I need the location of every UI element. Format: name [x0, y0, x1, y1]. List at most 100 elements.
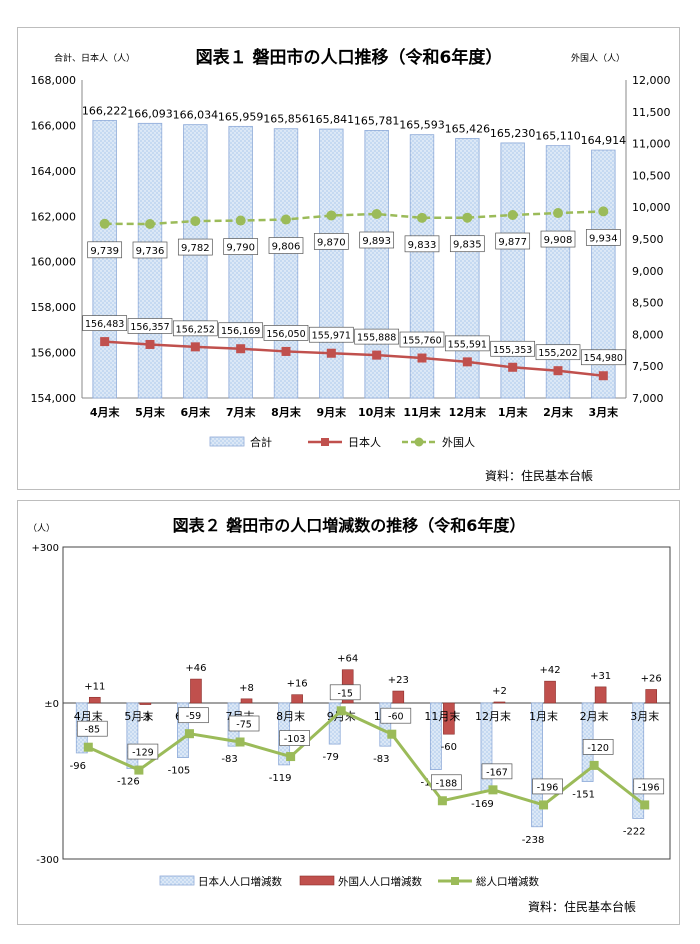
label-box-total-change — [481, 763, 513, 780]
line-foreign — [104, 210, 604, 226]
bar-total — [183, 124, 208, 399]
population-change-chart-panel: 図表２ 磐田市の人口増減数の推移（令和6年度） （人） -300 ±0 +300 -96 -… — [17, 500, 680, 925]
label-foreign: 9,877 — [498, 237, 527, 248]
label-box-foreign — [404, 235, 440, 253]
label-foreign-change: +23 — [388, 675, 409, 686]
marker-foreign — [326, 210, 337, 221]
label-box-total-change — [228, 715, 260, 732]
label-box-japanese — [444, 335, 490, 352]
bar-japanese-change — [531, 702, 543, 828]
label-foreign: 9,893 — [362, 236, 391, 247]
bar-total-label: 165,781 — [354, 114, 400, 127]
label-foreign-change: +8 — [239, 683, 254, 694]
legend-label-foreign: 外国人 — [442, 436, 475, 449]
label-box-foreign — [313, 233, 349, 250]
label-box-foreign — [87, 241, 123, 259]
label-box-japanese — [399, 331, 445, 348]
category-label: 12月末 — [449, 405, 487, 419]
marker-japanese — [553, 366, 563, 376]
label-foreign: 9,739 — [90, 246, 119, 257]
label-japanese: 156,252 — [176, 324, 215, 335]
right-tick-label: 9,000 — [632, 265, 664, 278]
left-tick-label: 156,000 — [31, 347, 77, 360]
marker-foreign — [371, 209, 382, 220]
bar-total-label: 166,093 — [127, 107, 173, 120]
label-japanese-change: -222 — [623, 826, 646, 837]
marker-foreign — [235, 215, 246, 226]
label-foreign: 9,934 — [589, 233, 618, 244]
label-japanese: 155,591 — [448, 339, 487, 350]
marker-japanese — [508, 362, 518, 372]
chart-title: 図表１ 磐田市の人口推移（令和6年度） — [196, 47, 503, 68]
marker-japanese — [372, 350, 382, 360]
label-japanese-change: -79 — [323, 752, 339, 763]
label-box-total-change — [431, 774, 462, 791]
label-japanese: 154,980 — [584, 353, 623, 364]
label-japanese: 156,050 — [266, 329, 305, 340]
label-total-change: -196 — [537, 782, 559, 793]
label-japanese-change: -105 — [168, 766, 191, 777]
category-label: 11月末 — [403, 405, 441, 419]
bar-foreign-change — [645, 689, 658, 704]
label-total-change: -196 — [638, 782, 660, 793]
right-tick-label: 7,000 — [632, 392, 664, 405]
left-tick-label: 154,000 — [31, 392, 77, 405]
marker-japanese — [100, 337, 110, 347]
label-foreign: 9,833 — [408, 240, 437, 251]
bar-total — [228, 125, 253, 399]
bar-total-label: 166,222 — [82, 104, 128, 117]
category-label: 1月末 — [498, 405, 529, 419]
label-box-total-change — [76, 720, 108, 737]
bar-total — [591, 149, 616, 399]
label-box-japanese — [263, 325, 309, 341]
legend-swatch-foreign-change — [299, 875, 335, 886]
category-label: 6月末 — [181, 405, 212, 419]
label-box-total-change — [178, 707, 209, 724]
label-box-foreign — [540, 230, 576, 248]
label-foreign-change: -3 — [140, 713, 150, 724]
label-box-foreign — [585, 229, 621, 246]
legend-swatch-japanese-change — [159, 875, 195, 886]
label-total-change: -167 — [486, 767, 508, 778]
marker-total-change — [387, 729, 397, 739]
label-box-japanese — [535, 344, 581, 361]
category-label: 5月末 — [135, 405, 166, 419]
label-japanese: 156,357 — [130, 322, 169, 333]
label-japanese: 156,483 — [85, 319, 124, 330]
marker-total-change — [336, 706, 346, 716]
category-label: 2月末 — [543, 405, 574, 419]
label-box-japanese — [308, 326, 354, 343]
label-foreign: 9,908 — [544, 235, 573, 246]
population-trend-chart-panel: 図表１ 磐田市の人口推移（令和6年度） 合計、日本人（人） 外国人（人） 154,00… — [17, 27, 680, 490]
label-foreign-change: +26 — [641, 673, 662, 684]
bar-japanese-change — [429, 702, 442, 770]
left-axis-label: 合計、日本人（人） — [54, 52, 135, 64]
bar-japanese-change — [632, 702, 645, 819]
label-total-change: -120 — [587, 743, 609, 754]
marker-total-change — [488, 785, 498, 795]
label-total-change: -129 — [132, 748, 154, 759]
label-total-change: -59 — [186, 711, 202, 722]
label-box-foreign — [223, 238, 259, 255]
category-label: 1月末 — [529, 709, 558, 723]
label-box-japanese — [127, 318, 173, 334]
label-japanese-change: -83 — [221, 754, 237, 765]
marker-total-change — [235, 737, 245, 747]
label-box-foreign — [268, 237, 304, 254]
label-box-foreign — [449, 235, 485, 253]
category-label: 9月末 — [327, 709, 356, 723]
label-foreign-change: -60 — [441, 742, 457, 753]
label-box-japanese — [354, 328, 400, 345]
category-label: 8月末 — [276, 709, 305, 723]
legend-label-foreign-change: 外国人人口増減数 — [338, 875, 422, 888]
legend-label-total: 合計 — [250, 435, 272, 449]
population-change-chart: 図表２ 磐田市の人口増減数の推移（令和6年度） （人） -300 ±0 +300 -96 -… — [28, 516, 671, 914]
marker-total-change — [437, 796, 447, 806]
category-label: 10月末 — [358, 405, 396, 419]
left-tick-label: 168,000 — [31, 74, 77, 87]
label-foreign-change: +64 — [337, 654, 358, 665]
legend-label-japanese-change: 日本人人口増減数 — [198, 875, 282, 888]
label-japanese: 156,169 — [221, 326, 260, 337]
bar-total-label: 165,110 — [535, 130, 581, 143]
legend-marker-total-change — [451, 877, 459, 885]
